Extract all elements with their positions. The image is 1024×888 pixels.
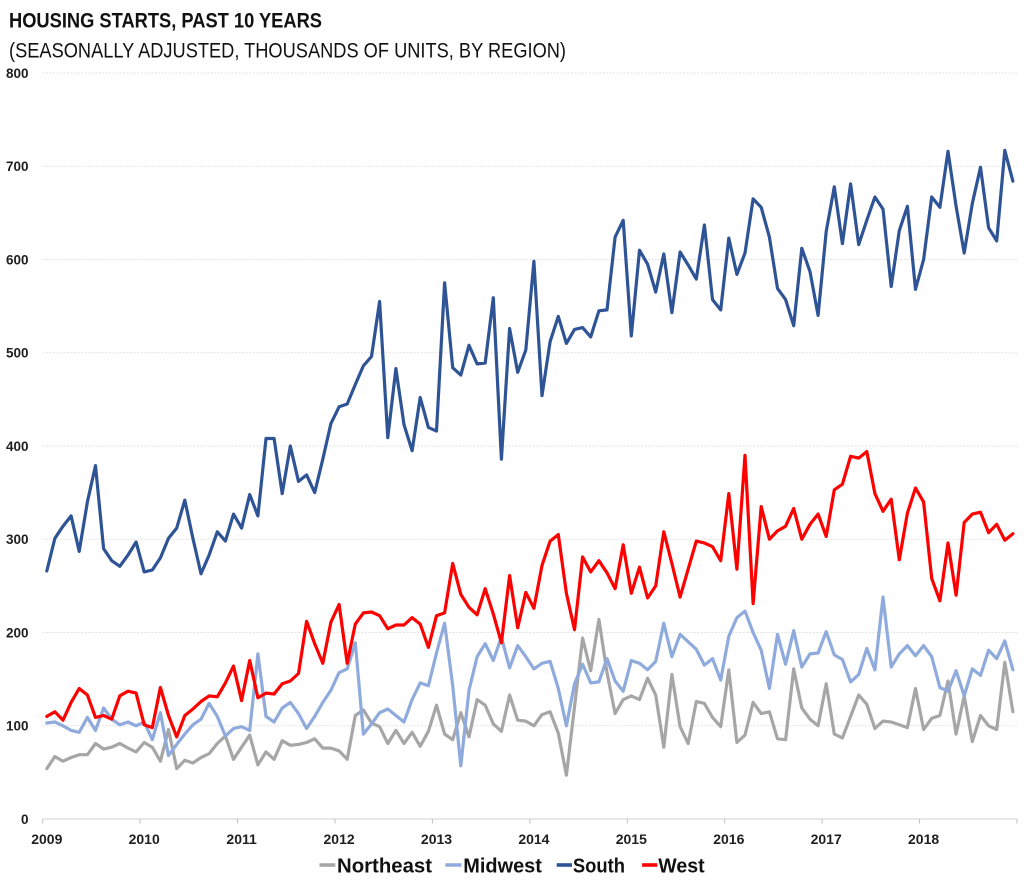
svg-text:2010: 2010 xyxy=(129,831,160,847)
svg-text:200: 200 xyxy=(6,625,29,640)
svg-text:500: 500 xyxy=(6,346,29,361)
svg-text:2014: 2014 xyxy=(518,831,549,847)
svg-text:400: 400 xyxy=(6,439,29,454)
svg-text:0: 0 xyxy=(21,812,29,827)
svg-text:HOUSING STARTS, PAST 10 YEARS: HOUSING STARTS, PAST 10 YEARS xyxy=(9,10,322,33)
svg-text:2011: 2011 xyxy=(226,831,257,847)
svg-text:2016: 2016 xyxy=(713,831,744,847)
svg-text:2009: 2009 xyxy=(31,831,62,847)
svg-text:2013: 2013 xyxy=(421,831,452,847)
svg-text:2012: 2012 xyxy=(324,831,355,847)
svg-text:Midwest: Midwest xyxy=(463,856,542,878)
svg-text:2017: 2017 xyxy=(811,831,842,847)
svg-text:2015: 2015 xyxy=(616,831,647,847)
svg-text:Northeast: Northeast xyxy=(337,856,432,878)
svg-text:(SEASONALLY ADJUSTED, THOUSAND: (SEASONALLY ADJUSTED, THOUSANDS OF UNITS… xyxy=(9,40,566,63)
svg-text:100: 100 xyxy=(6,719,29,734)
svg-text:600: 600 xyxy=(6,252,29,267)
svg-text:800: 800 xyxy=(6,66,29,81)
svg-text:South: South xyxy=(573,856,625,878)
svg-text:West: West xyxy=(658,856,705,878)
svg-text:300: 300 xyxy=(6,532,29,547)
svg-text:2018: 2018 xyxy=(908,831,939,847)
svg-text:700: 700 xyxy=(6,159,29,174)
